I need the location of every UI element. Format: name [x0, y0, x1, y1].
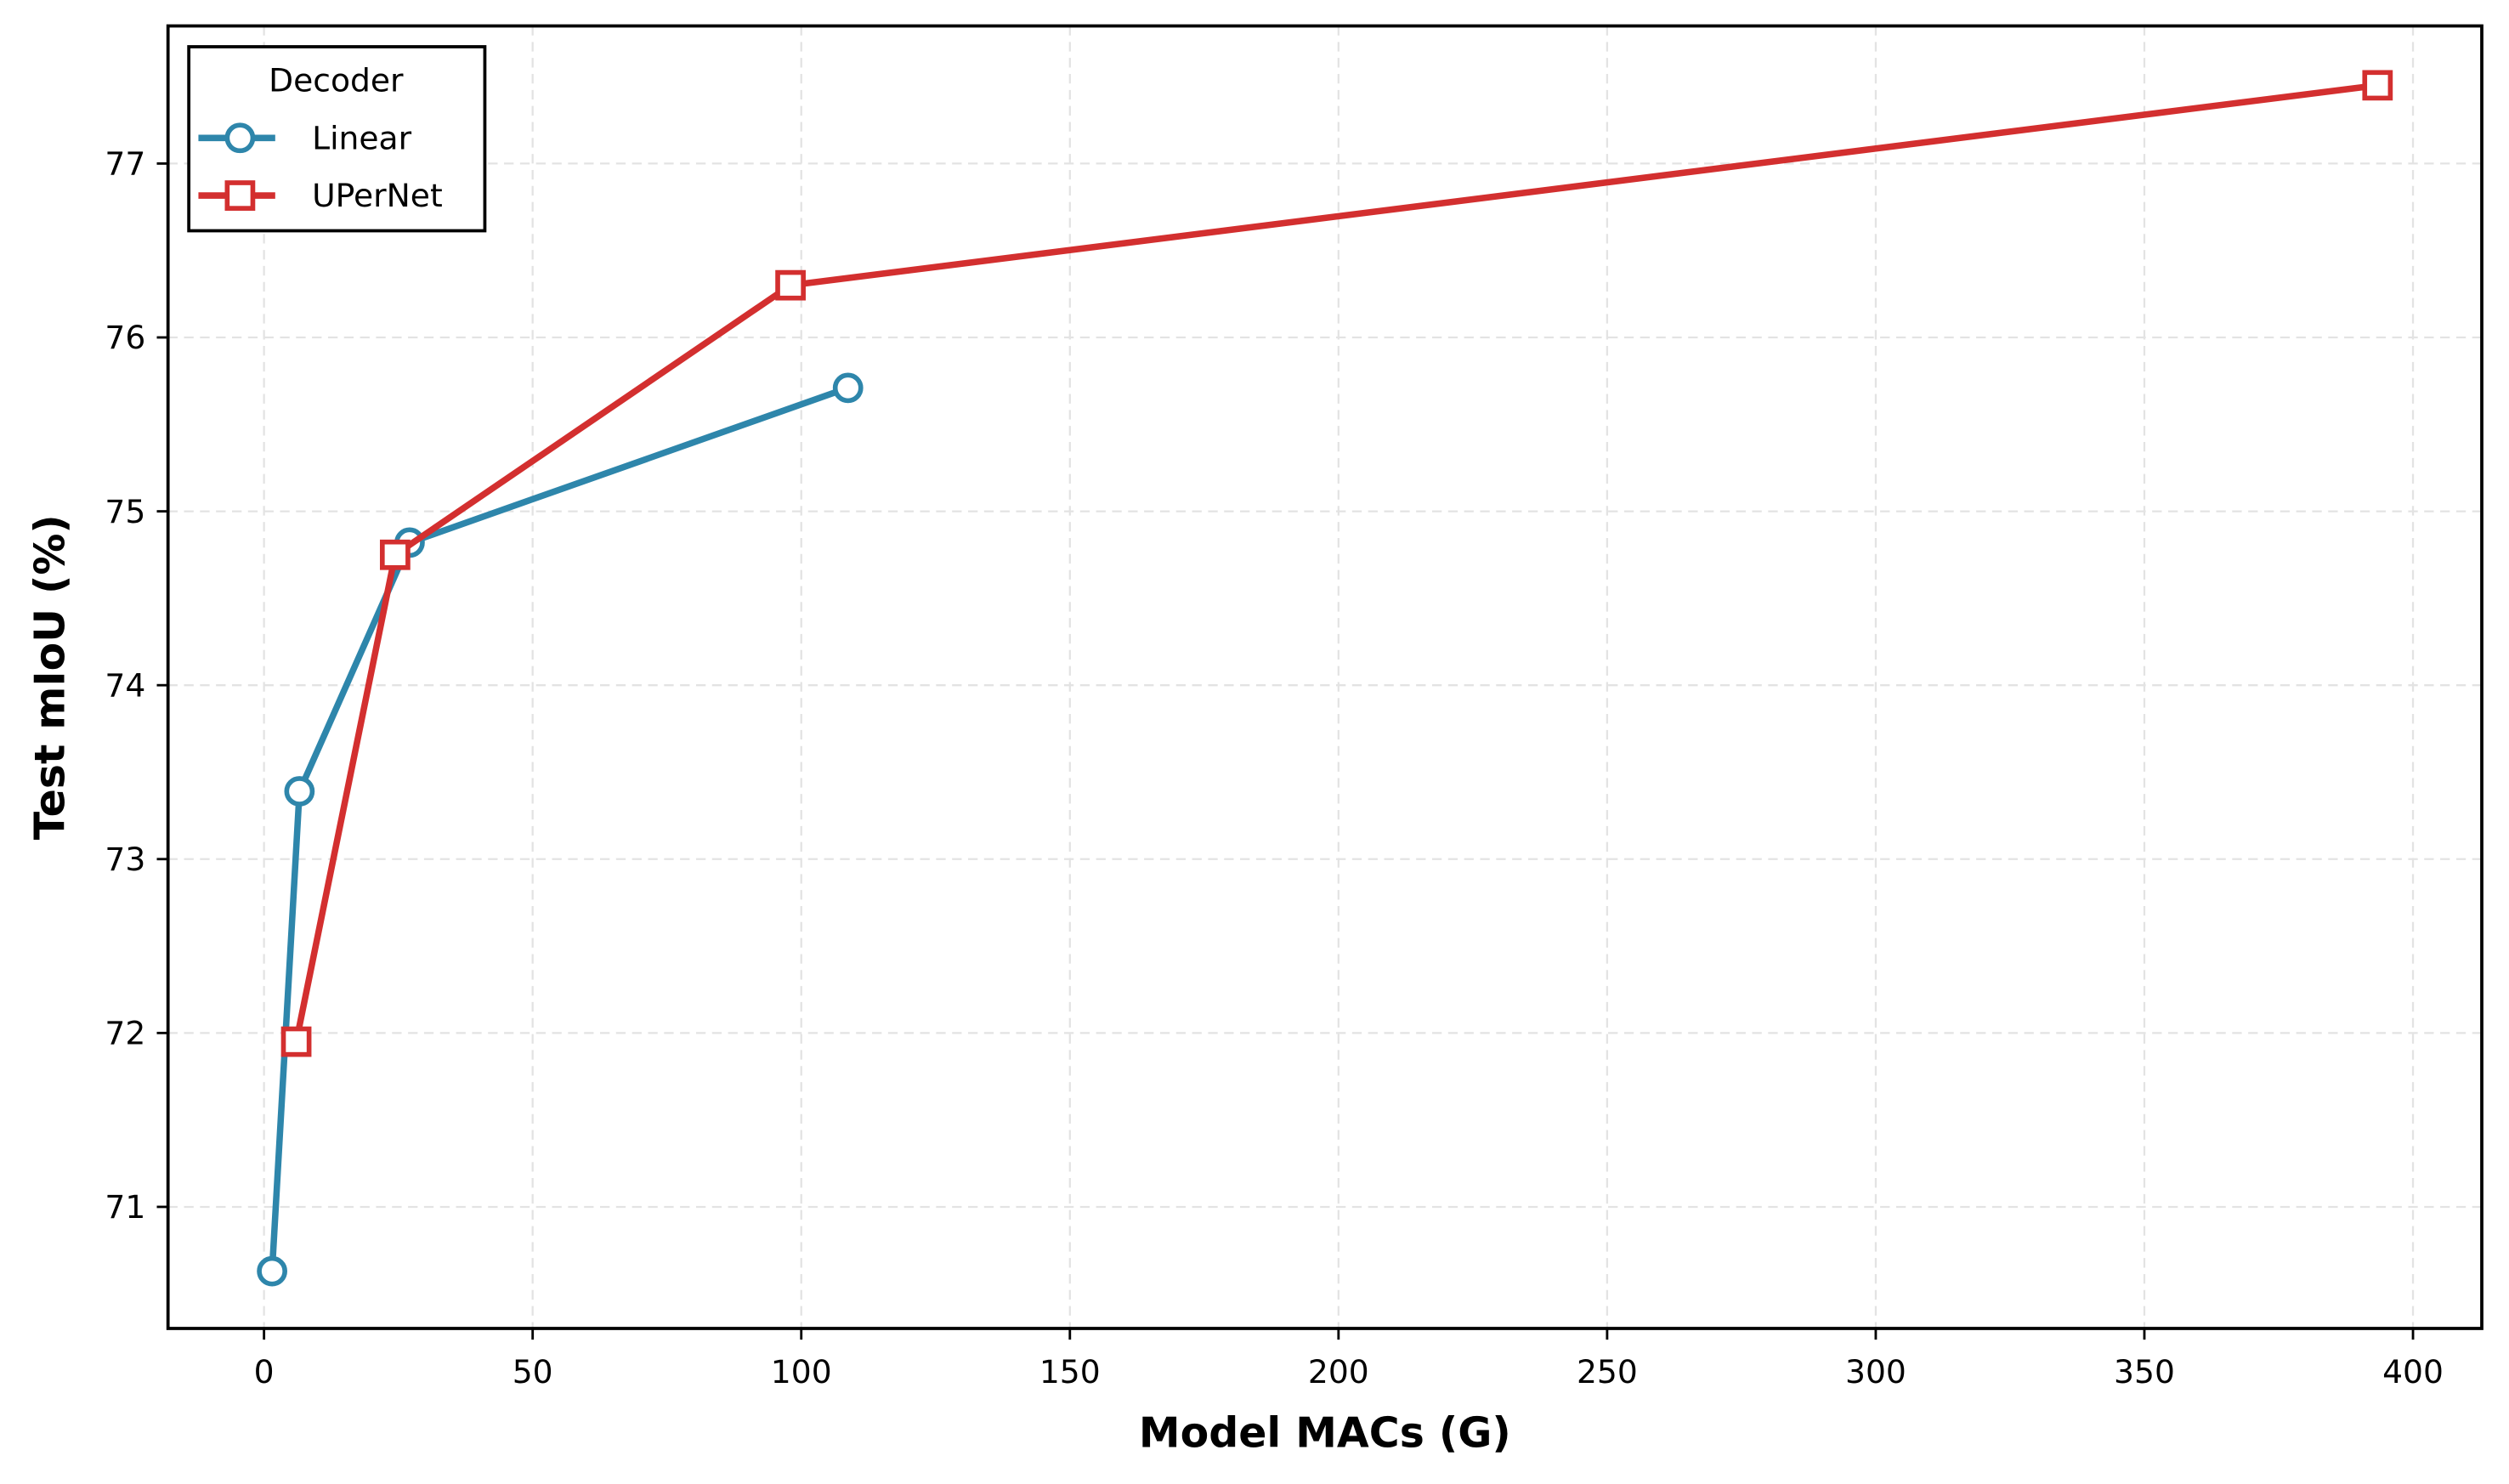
y-tick-label: 75: [105, 493, 145, 530]
y-axis-label: Test mIoU (%): [25, 514, 74, 840]
y-tick-label: 73: [105, 841, 145, 878]
data-point-linear: [257, 1255, 288, 1287]
x-tick-label: 0: [254, 1353, 275, 1391]
y-tick-label: 71: [105, 1188, 145, 1226]
x-tick-label: 150: [1039, 1353, 1101, 1391]
series-line-linear: [269, 384, 849, 1272]
plot-frame: [166, 24, 2484, 1330]
legend-circle-marker: [224, 122, 256, 154]
legend-label-linear: Linear: [312, 119, 412, 156]
y-tick-label: 74: [105, 666, 145, 704]
data-point-upernet: [775, 269, 806, 301]
series-line-upernet: [292, 82, 2378, 1043]
legend-square-marker: [224, 180, 256, 211]
data-point-upernet: [379, 539, 411, 570]
x-tick-label: 350: [2114, 1353, 2175, 1391]
x-tick-label: 250: [1577, 1353, 1638, 1391]
legend-title: Decoder: [269, 62, 404, 99]
x-tick-label: 100: [771, 1353, 832, 1391]
grid: [167, 25, 2482, 1328]
x-tick-label: 50: [513, 1353, 553, 1391]
x-tick-label: 300: [1845, 1353, 1906, 1391]
data-point-linear: [284, 776, 315, 807]
x-axis-label: Model MACs (G): [1139, 1408, 1511, 1457]
legend-label-upernet: UPerNet: [312, 177, 443, 214]
data-point-upernet: [280, 1026, 312, 1057]
x-tick-label: 200: [1308, 1353, 1369, 1391]
y-tick-label: 77: [105, 145, 145, 183]
y-tick-label: 76: [105, 319, 145, 356]
series-layer: [257, 70, 2393, 1287]
data-point-upernet: [2362, 70, 2393, 101]
legend: Decoder Linear UPerNet: [187, 45, 487, 233]
y-tick-label: 72: [105, 1015, 145, 1052]
x-tick-label: 400: [2382, 1353, 2444, 1391]
axis-ticks: 0 50 100 150 200 250 300 350 400 71 72 73 74 75 76 77: [105, 145, 2444, 1391]
data-point-linear: [832, 372, 864, 404]
